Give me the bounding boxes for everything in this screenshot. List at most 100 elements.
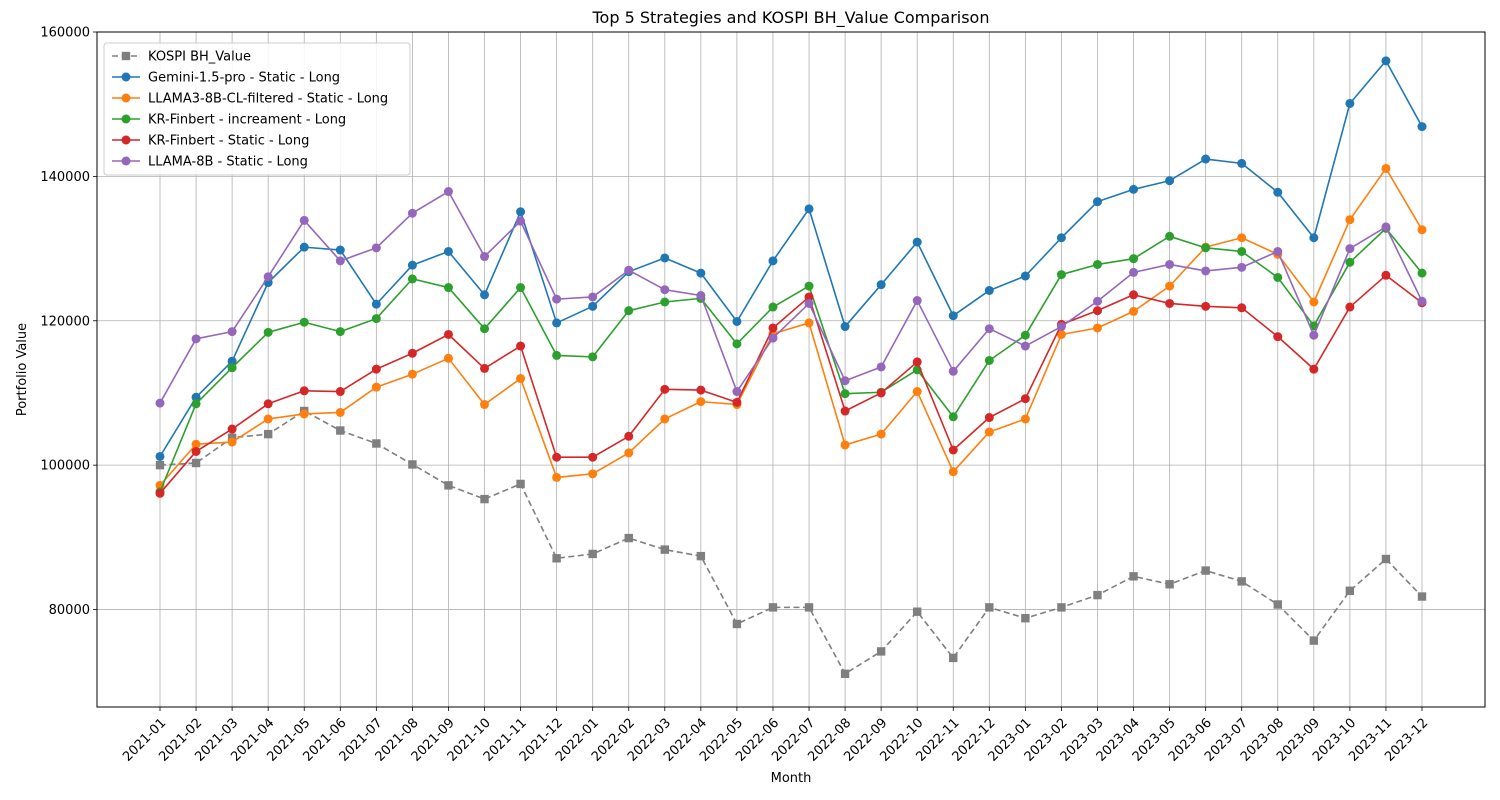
data-point — [948, 366, 958, 376]
data-point — [516, 341, 526, 351]
data-point — [191, 334, 201, 344]
data-point — [335, 256, 345, 266]
data-point — [336, 426, 345, 435]
data-point — [804, 298, 814, 308]
data-point — [552, 452, 562, 462]
data-point — [1309, 297, 1319, 307]
series-line — [159, 60, 1423, 457]
y-tick-label: 100000 — [40, 459, 90, 474]
series-line — [159, 190, 1423, 404]
data-point — [1092, 306, 1102, 316]
data-point — [443, 187, 453, 197]
data-point — [1345, 244, 1355, 254]
data-point — [480, 363, 490, 373]
data-point — [768, 603, 778, 612]
data-point — [155, 451, 165, 461]
data-point — [588, 469, 598, 479]
data-point — [552, 318, 562, 328]
data-point — [768, 333, 778, 343]
data-point — [1345, 215, 1355, 225]
data-point — [1020, 394, 1030, 404]
data-point — [516, 479, 525, 489]
data-point — [1056, 270, 1066, 280]
data-point — [407, 208, 417, 218]
data-point — [1345, 586, 1355, 595]
data-point — [912, 296, 922, 306]
data-point — [948, 467, 958, 477]
data-point — [1381, 222, 1391, 232]
data-point — [227, 363, 237, 373]
data-point — [516, 374, 526, 384]
data-point — [408, 460, 417, 469]
data-point — [1165, 298, 1175, 308]
data-point — [1345, 98, 1355, 108]
data-point — [552, 294, 562, 304]
data-point — [443, 329, 453, 339]
data-point — [191, 439, 201, 449]
data-point — [516, 283, 526, 293]
data-point — [480, 252, 490, 262]
data-point — [1273, 600, 1282, 609]
data-point — [1165, 176, 1175, 186]
data-point — [804, 292, 814, 302]
y-tick-label: 120000 — [40, 314, 90, 329]
data-point — [1056, 329, 1066, 339]
legend-label: LLAMA-8B - Static - Long — [148, 155, 308, 170]
data-point — [1309, 330, 1319, 340]
data-point — [1057, 603, 1066, 612]
data-point — [1381, 163, 1391, 173]
data-point — [876, 362, 886, 372]
data-point — [299, 242, 309, 252]
data-point — [732, 619, 742, 629]
data-point — [624, 448, 634, 458]
data-point — [984, 324, 994, 334]
data-point — [660, 545, 669, 554]
data-point — [1309, 364, 1319, 374]
data-point — [876, 280, 886, 290]
data-point — [660, 297, 670, 307]
legend: KOSPI BH_Value Gemini-1.5-pro - Static - … — [103, 42, 411, 176]
data-point — [371, 364, 381, 374]
data-point — [588, 301, 598, 311]
legend-marker — [121, 114, 131, 124]
data-point — [516, 207, 526, 217]
series-line — [159, 274, 1423, 494]
data-point — [480, 324, 490, 334]
data-point — [840, 440, 850, 450]
data-point — [444, 481, 453, 490]
data-point — [912, 387, 922, 397]
chart-title: Top 5 Strategies and KOSPI BH_Value Comp… — [592, 8, 990, 28]
data-point — [1165, 259, 1175, 269]
data-point — [1273, 272, 1283, 282]
data-point — [1237, 577, 1246, 586]
data-point — [372, 439, 381, 448]
data-point — [191, 399, 201, 409]
series-line — [159, 227, 1423, 493]
data-point — [1129, 290, 1139, 300]
data-point — [984, 285, 994, 295]
data-point — [1129, 267, 1139, 277]
data-point — [1020, 271, 1030, 281]
data-point — [1201, 566, 1210, 575]
data-point — [516, 216, 526, 226]
data-point — [191, 392, 201, 402]
legend-label: KR-Finbert - Static - Long — [148, 134, 309, 149]
legend-item: Gemini-1.5-pro - Static - Long — [112, 71, 340, 86]
data-point — [588, 292, 598, 302]
data-point — [840, 406, 850, 416]
series-group — [155, 270, 1427, 498]
data-point — [407, 274, 417, 284]
legend-label: LLAMA3-8B-CL-filtered - Static - Long — [148, 92, 388, 107]
data-point — [1201, 266, 1211, 276]
data-point — [299, 215, 309, 225]
data-point — [1201, 301, 1211, 311]
data-point — [335, 245, 345, 255]
data-point — [299, 409, 309, 419]
data-point — [443, 353, 453, 363]
data-point — [948, 311, 958, 321]
data-point — [840, 669, 850, 678]
data-point — [732, 397, 742, 407]
data-point — [1092, 197, 1102, 207]
data-point — [1345, 257, 1355, 267]
data-point — [227, 437, 237, 447]
